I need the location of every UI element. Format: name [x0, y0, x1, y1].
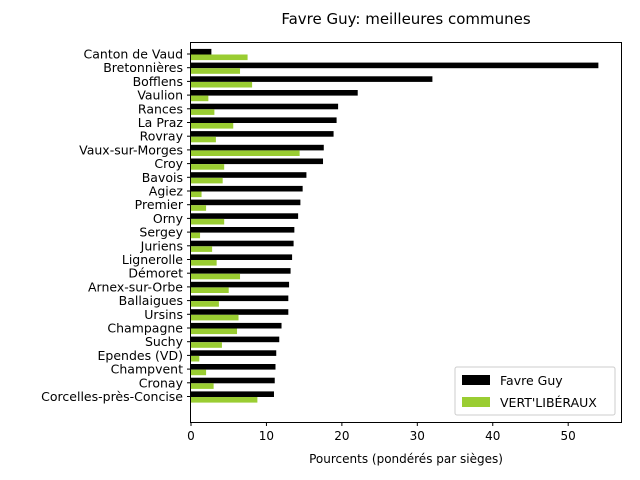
- category-label-arnex-sur-orbe: Arnex-sur-Orbe: [88, 279, 183, 294]
- bar-vert-liberaux-bavois: [191, 177, 223, 184]
- bar-vert-liberaux-lignerolle: [191, 260, 217, 266]
- legend-label-favre-guy: Favre Guy: [500, 373, 563, 388]
- bar-favre-guy-bavois: [191, 172, 307, 178]
- bar-vert-liberaux-ursins: [191, 314, 239, 321]
- bar-favre-guy-arnex-sur-orbe: [191, 281, 290, 288]
- category-label-orny: Orny: [153, 211, 184, 226]
- bar-favre-guy-champvent: [191, 364, 276, 370]
- legend-label-vert-liberaux: VERT'LIBÉRAUX: [500, 395, 597, 410]
- category-labels: Canton de VaudBretonnièresBofflensVaulio…: [41, 47, 191, 404]
- bar-favre-guy-premier: [191, 199, 301, 206]
- category-label-cronay: Cronay: [139, 375, 184, 390]
- x-tick-label-10: 10: [259, 429, 274, 443]
- bar-favre-guy-champagne: [191, 322, 282, 329]
- bar-favre-guy-bretonnieres: [191, 62, 599, 69]
- bar-favre-guy-ependes-vd: [191, 350, 277, 356]
- category-label-rances: Rances: [138, 101, 183, 116]
- x-tick-label-30: 30: [410, 429, 425, 443]
- category-label-bretonnieres: Bretonnières: [103, 60, 183, 75]
- category-label-bofflens: Bofflens: [133, 74, 183, 89]
- bar-favre-guy-agiez: [191, 185, 303, 192]
- bar-vert-liberaux-vaux-sur-morges: [191, 150, 300, 156]
- bar-favre-guy-vaux-sur-morges: [191, 144, 324, 151]
- bar-favre-guy-sergey: [191, 227, 295, 233]
- bar-vert-liberaux-champagne: [191, 328, 238, 335]
- bar-favre-guy-rances: [191, 103, 339, 110]
- bar-favre-guy-demoret: [191, 268, 291, 274]
- category-label-corcelles-pres-concise: Corcelles-près-Concise: [41, 389, 183, 404]
- bar-vert-liberaux-orny: [191, 218, 225, 225]
- chart-title: Favre Guy: meilleures communes: [281, 10, 531, 28]
- bar-vert-liberaux-rovray: [191, 136, 216, 143]
- bar-vert-liberaux-la-praz: [191, 123, 234, 129]
- bar-vert-liberaux-croy: [191, 164, 225, 170]
- bar-favre-guy-orny: [191, 213, 299, 219]
- category-label-croy: Croy: [154, 156, 183, 171]
- category-label-champvent: Champvent: [111, 362, 183, 377]
- bar-favre-guy-cronay: [191, 377, 275, 384]
- category-label-sergey: Sergey: [139, 225, 183, 240]
- category-label-ependes-vd: Ependes (VD): [98, 348, 184, 363]
- category-label-vaux-sur-morges: Vaux-sur-Morges: [79, 142, 183, 157]
- bar-vert-liberaux-rances: [191, 109, 215, 115]
- x-tick-label-40: 40: [485, 429, 500, 443]
- bar-favre-guy-corcelles-pres-concise: [191, 391, 274, 397]
- bar-vert-liberaux-vaulion: [191, 95, 209, 102]
- bar-favre-guy-croy: [191, 158, 324, 165]
- bar-vert-liberaux-ependes-vd: [191, 355, 200, 362]
- x-tick-label-0: 0: [187, 429, 195, 443]
- bar-favre-guy-rovray: [191, 131, 334, 137]
- category-label-rovray: Rovray: [140, 129, 184, 144]
- bar-favre-guy-bofflens: [191, 76, 433, 82]
- bar-favre-guy-vaulion: [191, 90, 358, 96]
- category-label-juriens: Juriens: [140, 238, 183, 253]
- bar-vert-liberaux-canton-de-vaud: [191, 54, 248, 61]
- bar-vert-liberaux-bretonnieres: [191, 68, 241, 74]
- bar-vert-liberaux-corcelles-pres-concise: [191, 397, 258, 403]
- category-label-champagne: Champagne: [107, 321, 183, 336]
- category-label-ballaigues: Ballaigues: [119, 293, 183, 308]
- bar-favre-guy-la-praz: [191, 117, 337, 123]
- bar-vert-liberaux-ballaigues: [191, 301, 219, 307]
- category-label-premier: Premier: [135, 197, 184, 212]
- bar-favre-guy-lignerolle: [191, 254, 293, 260]
- bars-group: [191, 48, 599, 403]
- category-label-suchy: Suchy: [145, 334, 184, 349]
- x-tick-label-20: 20: [334, 429, 349, 443]
- bar-vert-liberaux-cronay: [191, 383, 214, 389]
- legend-swatch-vert-liberaux: [462, 397, 490, 407]
- bar-vert-liberaux-champvent: [191, 369, 207, 376]
- legend: Favre Guy VERT'LIBÉRAUX: [454, 366, 616, 416]
- bar-vert-liberaux-arnex-sur-orbe: [191, 287, 229, 293]
- category-label-vaulion: Vaulion: [137, 88, 183, 103]
- category-label-lignerolle: Lignerolle: [122, 252, 183, 267]
- category-label-la-praz: La Praz: [138, 115, 184, 130]
- category-label-demoret: Démoret: [128, 266, 183, 281]
- legend-swatch-favre-guy: [462, 375, 490, 385]
- category-label-ursins: Ursins: [144, 307, 183, 322]
- x-axis-label: Pourcents (pondérés par sièges): [309, 452, 503, 466]
- bar-favre-guy-canton-de-vaud: [191, 48, 212, 55]
- bar-vert-liberaux-sergey: [191, 232, 201, 239]
- bar-favre-guy-ursins: [191, 309, 289, 315]
- category-label-agiez: Agiez: [149, 184, 184, 199]
- category-label-bavois: Bavois: [142, 170, 183, 185]
- bar-favre-guy-ballaigues: [191, 295, 289, 302]
- bar-vert-liberaux-juriens: [191, 246, 213, 252]
- bar-favre-guy-juriens: [191, 240, 294, 247]
- legend-box: [454, 366, 616, 416]
- bar-vert-liberaux-suchy: [191, 342, 222, 348]
- bar-vert-liberaux-agiez: [191, 191, 202, 198]
- bar-vert-liberaux-demoret: [191, 273, 241, 280]
- x-axis-ticks: 0 10 20 30 40 50: [187, 422, 576, 443]
- bar-vert-liberaux-premier: [191, 205, 207, 211]
- x-tick-label-50: 50: [561, 429, 576, 443]
- category-label-canton-de-vaud: Canton de Vaud: [84, 47, 183, 62]
- bar-favre-guy-suchy: [191, 336, 280, 343]
- bar-vert-liberaux-bofflens: [191, 81, 253, 88]
